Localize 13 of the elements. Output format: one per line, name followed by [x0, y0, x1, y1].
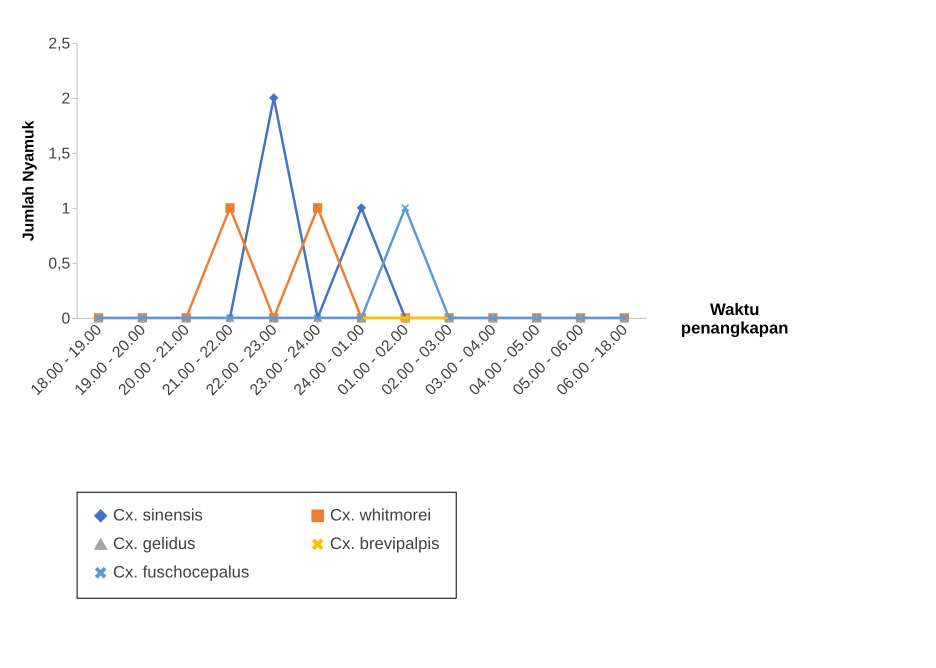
legend-label: Cx. brevipalpis: [330, 534, 440, 554]
legend-label: Cx. fuschocepalus: [112, 562, 250, 582]
legend-label: Cx. gelidus: [112, 534, 196, 554]
y-tick-label: 1: [61, 200, 70, 218]
legend-label: Cx. whitmorei: [330, 506, 432, 525]
y-tick-label: 2,5: [48, 35, 70, 52]
y-tick-label: 0,5: [48, 255, 70, 272]
y-tick-label: 1,5: [48, 145, 70, 162]
y-tick-label: 0: [61, 310, 70, 328]
y-axis-title: Jumlah Nyamuk: [20, 120, 38, 242]
x-axis-title: Waktu penangkapan: [680, 300, 788, 338]
legend-label: Cx. sinensis: [112, 506, 203, 525]
y-tick-label: 2: [61, 90, 70, 108]
